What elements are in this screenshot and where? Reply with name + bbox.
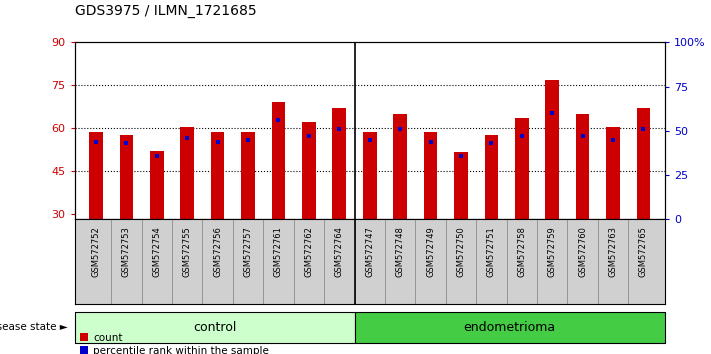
Text: GSM572754: GSM572754 — [152, 226, 161, 277]
Bar — [272, 102, 285, 219]
Bar — [545, 80, 559, 219]
Bar — [454, 152, 468, 219]
Text: GSM572747: GSM572747 — [365, 226, 374, 277]
Bar — [89, 132, 103, 219]
Bar — [485, 135, 498, 219]
Text: disease state ►: disease state ► — [0, 322, 68, 332]
Bar — [150, 151, 164, 219]
Bar — [302, 122, 316, 219]
Text: GSM572752: GSM572752 — [92, 226, 100, 277]
Text: GSM572759: GSM572759 — [547, 226, 557, 277]
Text: GSM572761: GSM572761 — [274, 226, 283, 277]
Text: GSM572763: GSM572763 — [609, 226, 618, 277]
Bar — [75, 312, 355, 343]
Bar — [636, 108, 651, 219]
Bar — [424, 132, 437, 219]
Text: control: control — [193, 321, 236, 334]
Text: GSM572749: GSM572749 — [426, 226, 435, 277]
Bar — [576, 114, 589, 219]
Legend: count, percentile rank within the sample: count, percentile rank within the sample — [80, 333, 269, 354]
Text: GSM572757: GSM572757 — [244, 226, 252, 277]
Text: GSM572765: GSM572765 — [639, 226, 648, 277]
Text: GSM572751: GSM572751 — [487, 226, 496, 277]
Bar — [393, 114, 407, 219]
Text: GSM572762: GSM572762 — [304, 226, 314, 277]
Bar — [241, 132, 255, 219]
Bar — [210, 132, 225, 219]
Bar — [333, 108, 346, 219]
Text: GSM572760: GSM572760 — [578, 226, 587, 277]
Text: endometrioma: endometrioma — [464, 321, 556, 334]
Text: GSM572748: GSM572748 — [395, 226, 405, 277]
Bar — [363, 132, 377, 219]
Text: GSM572756: GSM572756 — [213, 226, 222, 277]
Text: GSM572755: GSM572755 — [183, 226, 192, 277]
Bar — [606, 127, 620, 219]
Bar — [181, 127, 194, 219]
Bar — [355, 312, 665, 343]
Text: GDS3975 / ILMN_1721685: GDS3975 / ILMN_1721685 — [75, 4, 256, 18]
Text: GSM572753: GSM572753 — [122, 226, 131, 277]
Text: GSM572758: GSM572758 — [518, 226, 526, 277]
Text: GSM572764: GSM572764 — [335, 226, 344, 277]
Text: GSM572750: GSM572750 — [456, 226, 466, 277]
Bar — [119, 135, 133, 219]
Bar — [515, 118, 529, 219]
